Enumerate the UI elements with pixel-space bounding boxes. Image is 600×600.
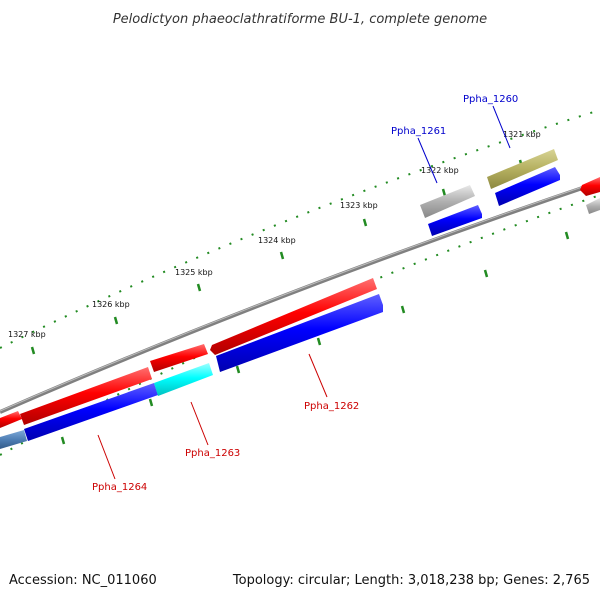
major-tick <box>279 251 285 260</box>
gene-reverse-ppha-1264[interactable] <box>24 383 158 441</box>
gene-reverse[interactable] <box>495 167 560 206</box>
genome-backbone <box>0 180 600 414</box>
major-tick <box>148 398 154 407</box>
leader-ppha-1261 <box>417 137 438 184</box>
leader-ppha-1263 <box>190 401 209 446</box>
scale-label: 1321 kbp <box>503 130 541 139</box>
gene-reverse[interactable] <box>0 430 27 449</box>
gene-forward[interactable] <box>0 411 22 428</box>
gene-forward[interactable] <box>20 367 152 425</box>
gene-label-ppha-1263[interactable]: Ppha_1263 <box>185 448 240 459</box>
gene-reverse-ppha-1263[interactable] <box>154 363 213 396</box>
scale-label: 1323 kbp <box>340 201 378 210</box>
major-tick <box>196 283 202 292</box>
scale-label: 1327 kbp <box>8 330 46 339</box>
label-leaders <box>97 105 511 480</box>
scale-label: 1324 kbp <box>258 236 296 245</box>
scale-ring-outer <box>0 109 600 349</box>
gene-forward-ppha-1262-sibling[interactable] <box>210 278 377 355</box>
gene-forward[interactable] <box>580 177 600 196</box>
gene-forward[interactable] <box>150 344 208 372</box>
major-ticks-inner <box>60 231 570 445</box>
major-tick <box>483 269 489 278</box>
major-tick <box>400 305 406 314</box>
scale-label: 1326 kbp <box>92 300 130 309</box>
accession-text: Accession: NC_011060 <box>9 573 157 588</box>
major-tick <box>113 316 119 325</box>
map-title: Pelodictyon phaeoclathratiforme BU-1, co… <box>113 12 487 27</box>
major-tick <box>316 337 322 346</box>
leader-ppha-1260 <box>492 105 511 149</box>
gene-label-ppha-1260[interactable]: Ppha_1260 <box>463 94 518 105</box>
major-tick <box>362 218 368 227</box>
genome-summary-text: Topology: circular; Length: 3,018,238 bp… <box>232 573 590 588</box>
gene-label-ppha-1261[interactable]: Ppha_1261 <box>391 126 446 137</box>
gene-label-ppha-1262[interactable]: Ppha_1262 <box>304 401 359 412</box>
scale-label: 1322 kbp <box>421 166 459 175</box>
major-tick <box>441 188 447 197</box>
scale-label: 1325 kbp <box>175 268 213 277</box>
major-tick <box>564 231 570 240</box>
major-tick <box>235 365 241 374</box>
gene-reverse-ppha-1262[interactable] <box>216 294 383 372</box>
leader-ppha-1264 <box>97 434 116 480</box>
leader-ppha-1262 <box>308 353 328 398</box>
gene-reverse[interactable] <box>428 205 482 236</box>
genome-backbone-highlight <box>0 180 600 412</box>
gene-label-ppha-1264[interactable]: Ppha_1264 <box>92 482 147 493</box>
gene-forward-ppha-1260[interactable] <box>487 149 558 189</box>
major-ticks-outer <box>30 159 524 355</box>
gene-forward[interactable] <box>586 198 600 214</box>
gene-forward-ppha-1261[interactable] <box>420 185 475 218</box>
major-tick <box>30 346 36 355</box>
major-tick <box>60 436 66 445</box>
